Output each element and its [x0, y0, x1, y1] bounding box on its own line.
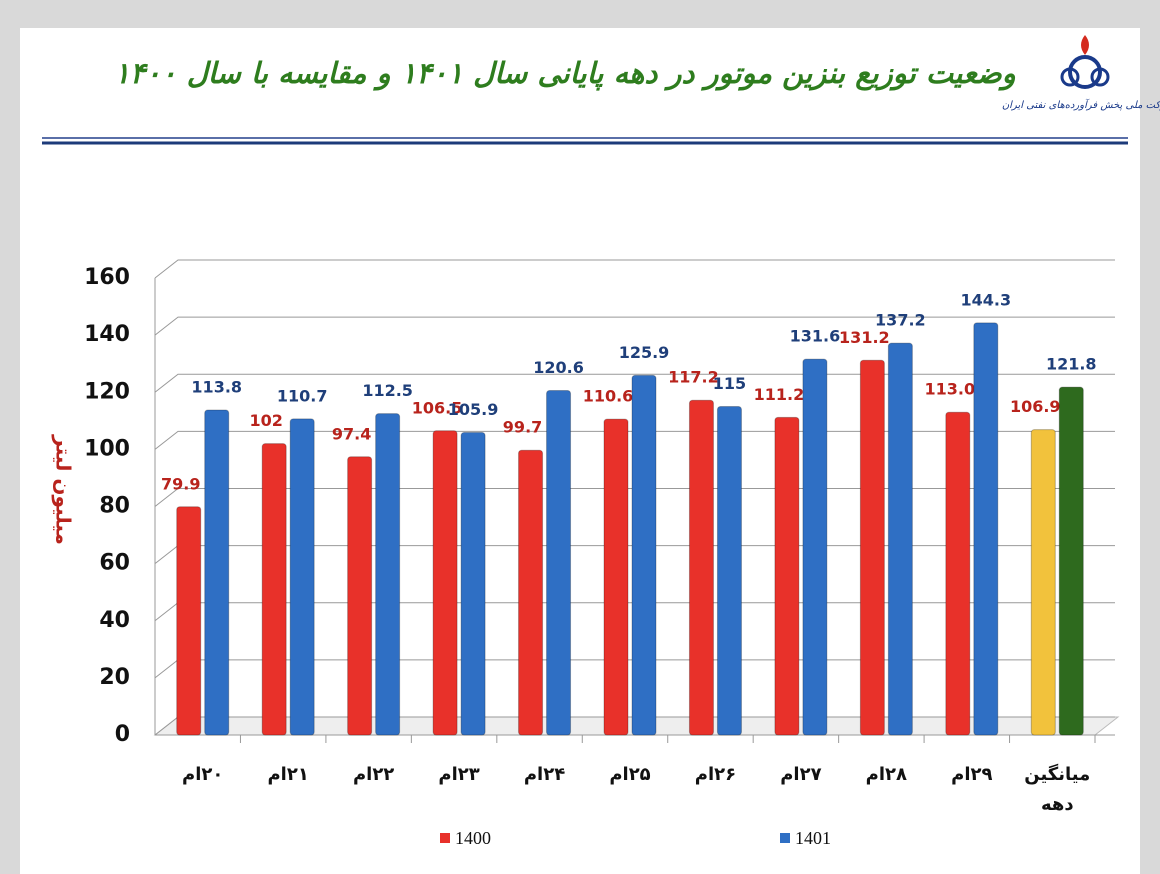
value-label: 117.2	[668, 368, 719, 387]
bar	[432, 430, 458, 736]
bar	[176, 506, 202, 736]
value-label: 99.7	[503, 418, 542, 437]
x-tick-label: ۲۵ام	[609, 764, 651, 785]
bar	[859, 359, 885, 736]
x-tick-label: ۲۳ام	[438, 764, 480, 785]
y-tick-label: 160	[84, 265, 130, 290]
x-tick-label: ۲۱ام	[267, 764, 309, 785]
value-label: 121.8	[1046, 355, 1097, 374]
value-label: 125.9	[619, 343, 670, 362]
x-tick-label: ۲۴ام	[523, 764, 566, 785]
title: وضعیت توزیع بنزین موتور در دهه پایانی سا…	[114, 56, 1015, 91]
x-tick-label: ۲۰ام	[182, 764, 224, 785]
bar	[375, 413, 401, 736]
bar	[973, 322, 999, 736]
y-tick-label: 40	[99, 608, 130, 633]
bar	[1030, 429, 1056, 736]
y-tick-label: 120	[84, 379, 130, 404]
y-tick-label: 0	[115, 722, 130, 747]
bar	[945, 411, 971, 736]
grid-line	[154, 430, 1115, 450]
value-label: 106.5	[412, 398, 463, 417]
value-label: 115	[713, 374, 746, 393]
x-tick-label: ۲۹ام	[951, 764, 993, 785]
bar	[1058, 386, 1084, 736]
value-label: 131.2	[839, 328, 890, 347]
value-label: 110.6	[583, 387, 634, 406]
bar	[688, 399, 714, 736]
y-tick-label: 100	[84, 436, 130, 461]
value-label: 137.2	[875, 311, 926, 330]
legend-label: 1400	[455, 828, 491, 848]
y-tick-label: 140	[84, 322, 130, 347]
value-label: 144.3	[961, 290, 1012, 309]
value-label: 113.8	[191, 377, 242, 396]
value-label: 106.9	[1010, 397, 1061, 416]
legend-swatch	[440, 833, 450, 843]
value-label: 111.2	[754, 385, 805, 404]
value-label: 112.5	[362, 381, 413, 400]
value-label: 131.6	[790, 327, 841, 346]
bar	[603, 418, 629, 736]
bar	[460, 432, 486, 736]
bar	[204, 409, 230, 736]
bar	[289, 418, 315, 736]
grid-line	[154, 488, 1115, 507]
value-label: 97.4	[332, 424, 371, 443]
grid-line	[154, 316, 1115, 336]
bar	[631, 374, 657, 736]
x-tick-label: ۲۸ام	[865, 764, 908, 785]
value-label: 79.9	[161, 474, 200, 493]
y-axis-label: میلیون لیتر	[52, 434, 76, 545]
bar	[802, 358, 828, 736]
bar	[716, 406, 742, 736]
value-label: 102	[249, 411, 282, 430]
value-label: 105.9	[448, 400, 499, 419]
x-tick-label: ۲۲ام	[352, 764, 395, 785]
value-label: 113.0	[925, 380, 976, 399]
grid-line	[154, 373, 1115, 393]
bar	[518, 449, 544, 736]
value-label: 110.7	[277, 386, 328, 405]
logo	[1060, 35, 1110, 89]
bar	[887, 342, 913, 736]
x-tick-label: ۲۶ام	[694, 764, 737, 785]
bar	[347, 456, 373, 736]
x-tick-label: میانگین دهه	[1024, 764, 1091, 815]
logo-text: شرکت ملی پخش فرآورده‌های نفتی ایران	[1002, 98, 1160, 111]
bar	[546, 390, 572, 736]
grid-line	[154, 259, 1115, 279]
bar	[261, 443, 287, 736]
y-tick-label: 60	[99, 551, 130, 576]
bar	[774, 416, 800, 736]
legend-swatch	[780, 833, 790, 843]
y-tick-label: 80	[99, 494, 130, 519]
y-tick-label: 20	[99, 665, 130, 690]
x-tick-label: ۲۷ام	[780, 764, 822, 785]
legend-label: 1401	[795, 828, 831, 848]
value-label: 120.6	[533, 358, 584, 377]
